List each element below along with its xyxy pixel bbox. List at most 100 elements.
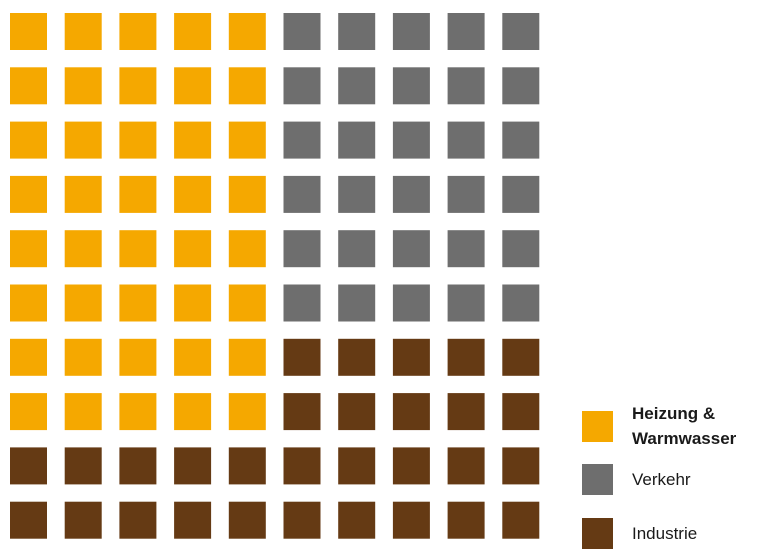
waffle-cell-heating [174, 284, 212, 322]
waffle-cell-heating [174, 121, 212, 159]
waffle-cell-heating [228, 121, 266, 159]
waffle-cell-traffic [447, 230, 485, 268]
waffle-cell-traffic [447, 13, 485, 50]
waffle-cell-traffic [502, 13, 540, 50]
waffle-cell-industry [392, 393, 430, 431]
waffle-cell-heating [64, 175, 102, 213]
waffle-cell-traffic [392, 67, 430, 105]
waffle-cell-heating [119, 175, 157, 213]
waffle-cell-heating [10, 67, 47, 105]
waffle-cell-industry [338, 447, 376, 485]
waffle-cell-heating [174, 230, 212, 268]
legend-label-heating: Heizung & Warmwasser [632, 404, 737, 448]
waffle-cell-traffic [283, 67, 321, 105]
waffle-cell-traffic [392, 121, 430, 159]
waffle-cell-traffic [447, 284, 485, 322]
waffle-cell-industry [174, 447, 212, 485]
waffle-cell-heating [174, 13, 212, 50]
legend-swatch-heating [582, 410, 613, 442]
waffle-cell-traffic [392, 230, 430, 268]
waffle-cell-traffic [447, 121, 485, 159]
waffle-cell-heating [174, 338, 212, 376]
waffle-cell-heating [64, 13, 102, 50]
waffle-cell-heating [228, 284, 266, 322]
waffle-cell-traffic [392, 284, 430, 322]
waffle-cell-industry [228, 447, 266, 485]
waffle-cell-heating [64, 393, 102, 431]
waffle-cell-traffic [447, 67, 485, 105]
waffle-cell-industry [392, 501, 430, 539]
waffle-cell-traffic [283, 284, 321, 322]
waffle-cell-traffic [338, 230, 376, 268]
waffle-cell-industry [338, 338, 376, 376]
waffle-cell-heating [228, 67, 266, 105]
waffle-cell-heating [228, 13, 266, 50]
waffle-cell-heating [10, 230, 47, 268]
waffle-cell-industry [283, 393, 321, 431]
waffle-cell-traffic [502, 175, 540, 213]
waffle-cell-heating [119, 121, 157, 159]
waffle-cell-heating [10, 175, 47, 213]
waffle-cell-heating [228, 230, 266, 268]
waffle-cell-heating [64, 338, 102, 376]
waffle-cell-industry [10, 447, 47, 485]
waffle-cell-industry [447, 447, 485, 485]
waffle-cell-industry [392, 338, 430, 376]
waffle-chart [10, 13, 540, 539]
waffle-cell-traffic [502, 230, 540, 268]
waffle-cell-industry [447, 338, 485, 376]
waffle-cell-industry [338, 393, 376, 431]
waffle-cell-heating [228, 393, 266, 431]
waffle-cell-heating [174, 393, 212, 431]
waffle-cell-industry [502, 393, 540, 431]
waffle-cell-traffic [283, 13, 321, 50]
waffle-cell-heating [119, 393, 157, 431]
waffle-cell-heating [119, 13, 157, 50]
waffle-cell-industry [447, 501, 485, 539]
waffle-cell-traffic [392, 175, 430, 213]
waffle-cell-traffic [502, 121, 540, 159]
waffle-cell-industry [228, 501, 266, 539]
waffle-cell-traffic [283, 121, 321, 159]
waffle-cell-traffic [338, 175, 376, 213]
waffle-cell-traffic [392, 13, 430, 50]
waffle-cell-industry [174, 501, 212, 539]
waffle-cell-heating [64, 230, 102, 268]
waffle-cell-traffic [338, 121, 376, 159]
waffle-cell-traffic [338, 13, 376, 50]
waffle-cell-industry [502, 338, 540, 376]
waffle-cell-industry [119, 447, 157, 485]
waffle-cell-traffic [502, 67, 540, 105]
waffle-cell-industry [119, 501, 157, 539]
waffle-cell-industry [64, 447, 102, 485]
waffle-cell-industry [502, 501, 540, 539]
waffle-cell-heating [10, 284, 47, 322]
legend-item-heating: Heizung & Warmwasser [582, 401, 762, 451]
legend-label-industry: Industrie [632, 524, 698, 543]
waffle-cell-heating [10, 338, 47, 376]
legend-swatch-industry [582, 518, 613, 549]
waffle-cell-industry [392, 447, 430, 485]
waffle-cell-heating [119, 338, 157, 376]
waffle-cell-heating [10, 393, 47, 431]
legend-item-traffic: Verkehr [582, 464, 691, 495]
waffle-cell-heating [64, 121, 102, 159]
legend-swatch-traffic [582, 464, 613, 495]
waffle-cell-heating [64, 67, 102, 105]
waffle-cell-traffic [338, 67, 376, 105]
waffle-cell-heating [119, 230, 157, 268]
waffle-cell-industry [283, 447, 321, 485]
waffle-cell-traffic [338, 284, 376, 322]
waffle-cell-industry [338, 501, 376, 539]
waffle-cell-industry [10, 501, 47, 539]
waffle-cell-industry [283, 338, 321, 376]
legend-item-industry: Industrie [582, 518, 697, 549]
waffle-cell-industry [447, 393, 485, 431]
waffle-cell-traffic [502, 284, 540, 322]
waffle-cell-industry [502, 447, 540, 485]
waffle-cell-traffic [283, 175, 321, 213]
waffle-cell-heating [119, 67, 157, 105]
waffle-cell-heating [10, 121, 47, 159]
waffle-cell-heating [64, 284, 102, 322]
waffle-cell-traffic [447, 175, 485, 213]
